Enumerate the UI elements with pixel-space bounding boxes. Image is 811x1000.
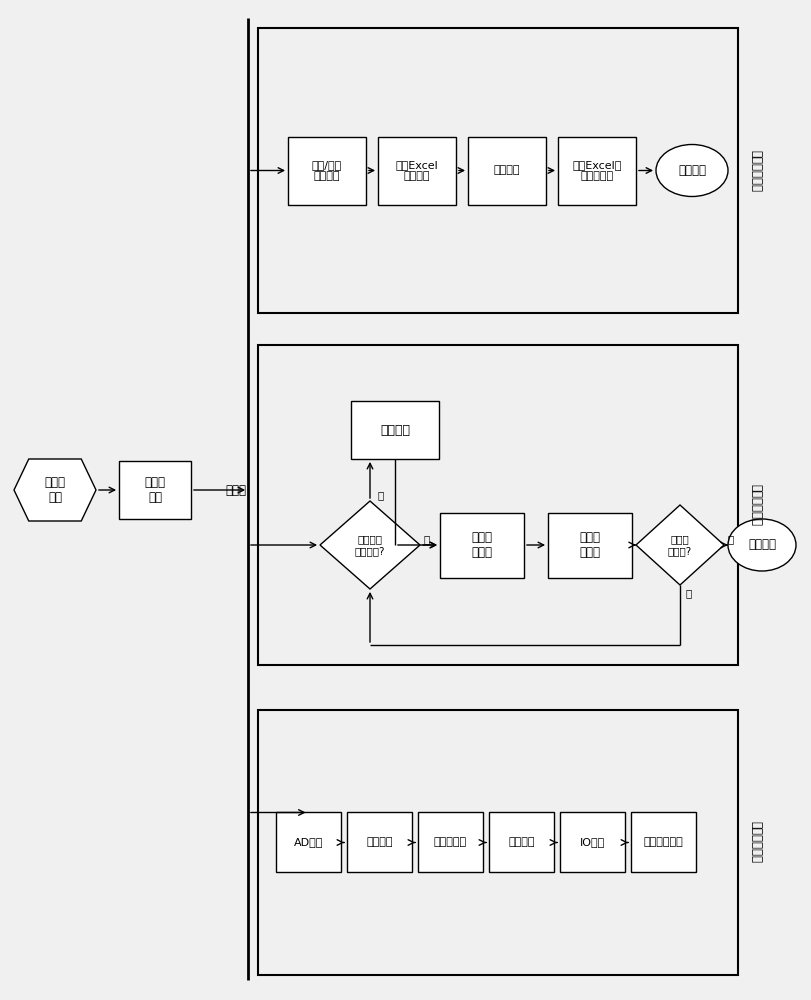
Text: 主线程: 主线程: [225, 484, 247, 496]
Text: 数据采集进程: 数据采集进程: [749, 821, 762, 863]
Polygon shape: [635, 505, 723, 585]
FancyBboxPatch shape: [560, 812, 624, 872]
FancyBboxPatch shape: [440, 512, 523, 578]
Text: 否: 否: [685, 588, 692, 598]
Ellipse shape: [655, 144, 727, 197]
FancyBboxPatch shape: [350, 401, 439, 459]
Polygon shape: [14, 459, 96, 521]
FancyBboxPatch shape: [276, 812, 341, 872]
Text: 否: 否: [423, 534, 430, 544]
Text: 分段校正: 分段校正: [508, 837, 534, 847]
Ellipse shape: [727, 519, 795, 571]
Text: IO采集: IO采集: [579, 837, 604, 847]
Text: 是: 是: [727, 534, 733, 544]
Text: 转换用户指令: 转换用户指令: [643, 837, 683, 847]
FancyBboxPatch shape: [630, 812, 695, 872]
FancyBboxPatch shape: [346, 812, 411, 872]
FancyBboxPatch shape: [119, 461, 191, 519]
Text: 锁定操作: 锁定操作: [380, 424, 410, 436]
Text: 启动Excel辅
助分析进程: 启动Excel辅 助分析进程: [572, 160, 621, 181]
Text: 是: 是: [378, 490, 384, 500]
Text: 线性化处理: 线性化处理: [433, 837, 466, 847]
Text: 数据保存: 数据保存: [677, 164, 705, 177]
FancyBboxPatch shape: [557, 137, 635, 205]
Text: 数字滤波: 数字滤波: [366, 837, 393, 847]
FancyBboxPatch shape: [418, 812, 483, 872]
Text: 主程序
入口: 主程序 入口: [45, 476, 66, 504]
FancyBboxPatch shape: [288, 137, 366, 205]
Text: AD采集: AD采集: [294, 837, 323, 847]
FancyBboxPatch shape: [467, 137, 545, 205]
Text: 填写数据: 填写数据: [493, 166, 520, 176]
Text: 曲线绘
刻操作: 曲线绘 刻操作: [579, 531, 600, 559]
FancyBboxPatch shape: [378, 137, 456, 205]
Text: 监测分析进程: 监测分析进程: [749, 484, 762, 526]
Text: 数据处理: 数据处理: [747, 538, 775, 552]
Text: 用户是否
发出指令?: 用户是否 发出指令?: [354, 534, 384, 556]
Text: 监测是
否结束?: 监测是 否结束?: [667, 534, 691, 556]
Polygon shape: [320, 501, 419, 589]
FancyBboxPatch shape: [488, 812, 553, 872]
Text: 数据显
示操作: 数据显 示操作: [471, 531, 492, 559]
Text: 初始化
设备: 初始化 设备: [144, 476, 165, 504]
Text: 网络/磁盘
环境检查: 网络/磁盘 环境检查: [311, 160, 341, 181]
Text: 启动Excel
服务进程: 启动Excel 服务进程: [395, 160, 438, 181]
FancyBboxPatch shape: [547, 512, 631, 578]
Text: 数据处理进程: 数据处理进程: [749, 150, 762, 192]
